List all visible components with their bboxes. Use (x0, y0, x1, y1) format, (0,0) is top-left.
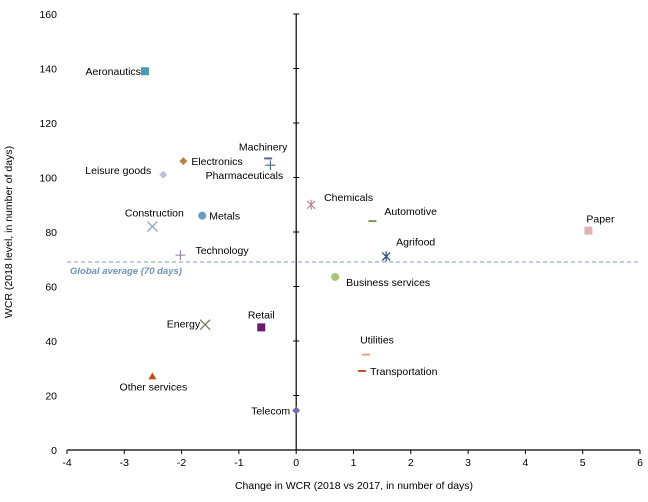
point-label: Telecom (251, 405, 290, 417)
point-label: Energy (167, 319, 201, 331)
x-tick-label: -3 (120, 457, 129, 469)
point-label: Chemicals (324, 192, 373, 204)
point-label: Other services (120, 381, 188, 393)
point-aeronautics: Aeronautics (85, 66, 149, 78)
x-axis-title: Change in WCR (2018 vs 2017, in number o… (235, 480, 473, 492)
x-tick-label: -1 (234, 457, 243, 469)
point-leisure-goods: Leisure goods (85, 165, 168, 179)
x-tick-label: 6 (637, 457, 643, 469)
y-axis-title: WCR (2018 level, in number of days) (3, 146, 15, 318)
point-label: Utilities (360, 335, 394, 347)
square-marker (584, 226, 593, 235)
point-retail: Retail (248, 309, 275, 332)
asterisk-marker (381, 251, 391, 262)
point-label: Automotive (384, 206, 437, 218)
point-label: Paper (586, 214, 615, 226)
point-energy: Energy (167, 319, 211, 331)
x-tick-label: -4 (62, 457, 71, 469)
square-marker (257, 323, 266, 332)
circle-marker (331, 272, 340, 281)
x-marker (199, 319, 211, 331)
point-business-services: Business services (331, 272, 430, 289)
x-tick-label: 0 (293, 457, 299, 469)
point-label: Business services (346, 277, 430, 289)
point-label: Transportation (370, 366, 437, 378)
point-label: Technology (195, 245, 249, 257)
global-average-label: Global average (70 days) (70, 266, 182, 277)
y-tick-label: 100 (39, 173, 57, 185)
point-label: Metals (209, 211, 240, 223)
x-tick-label: 2 (408, 457, 414, 469)
point-utilities: Utilities (360, 335, 394, 356)
y-tick-label: 80 (45, 227, 57, 239)
x-tick-label: 5 (580, 457, 586, 469)
point-machinery: Machinery (239, 141, 288, 160)
x-tick-label: 1 (351, 457, 357, 469)
diamond-marker (159, 170, 168, 179)
y-tick-label: 40 (45, 336, 57, 348)
y-tick-label: 60 (45, 282, 57, 294)
y-tick-label: 160 (39, 9, 57, 21)
y-tick-label: 20 (45, 391, 57, 403)
points: Aeronautics Electronics Leisure goods Machi… (85, 66, 615, 417)
point-automotive: Automotive (368, 206, 437, 223)
point-electronics: Electronics (179, 156, 243, 168)
point-label: Retail (248, 309, 275, 321)
point-label: Aeronautics (85, 66, 140, 78)
point-paper: Paper (584, 214, 615, 235)
circle-marker (198, 211, 207, 220)
x-tick-label: 4 (522, 457, 528, 469)
point-pharmaceuticals: Pharmaceuticals (206, 160, 284, 182)
point-label: Machinery (239, 141, 288, 153)
asterisk-marker (306, 199, 316, 210)
point-other-services: Other services (120, 372, 188, 393)
point-agrifood: Agrifood (381, 237, 435, 262)
y-tick-label: 120 (39, 118, 57, 130)
point-label: Leisure goods (85, 165, 151, 177)
y-tick-label: 0 (51, 445, 57, 457)
point-construction: Construction (125, 208, 184, 232)
x-tick-label: 3 (465, 457, 471, 469)
point-telecom: Telecom (251, 405, 301, 417)
point-chemicals: Chemicals (306, 192, 373, 210)
square-marker (140, 67, 149, 76)
diamond-marker (179, 157, 188, 166)
point-label: Electronics (191, 156, 242, 168)
x-marker (146, 221, 158, 232)
point-technology: Technology (175, 245, 249, 261)
triangle-marker (148, 372, 157, 380)
point-metals: Metals (198, 211, 240, 223)
diamond-marker (292, 406, 301, 415)
plus-marker (175, 250, 186, 261)
x-tick-label: -2 (177, 457, 186, 469)
y-tick-label: 140 (39, 64, 57, 76)
point-label: Pharmaceuticals (206, 170, 284, 182)
point-label: Agrifood (396, 237, 435, 249)
plus-marker (265, 160, 276, 171)
point-label: Construction (125, 208, 184, 220)
point-transportation: Transportation (358, 366, 438, 378)
